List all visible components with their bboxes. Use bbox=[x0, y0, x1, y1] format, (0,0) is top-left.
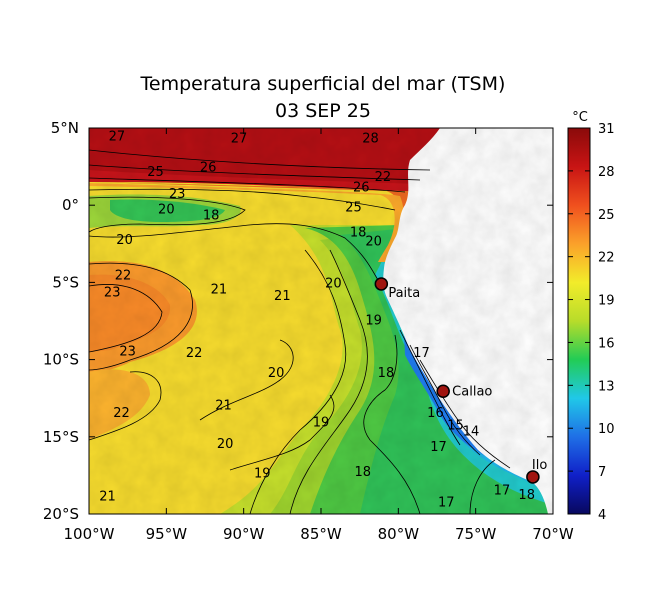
isotherm-label: 19 bbox=[313, 415, 330, 430]
isotherm-label: 22 bbox=[115, 269, 132, 284]
colorbar-tick-label: 10 bbox=[598, 422, 615, 437]
lon-tick-label: 75°W bbox=[455, 525, 497, 543]
isotherm-label: 21 bbox=[274, 289, 291, 304]
colorbar-tick-label: 22 bbox=[598, 251, 615, 266]
lat-tick-label: 10°S bbox=[43, 351, 79, 369]
map-date: 03 SEP 25 bbox=[275, 100, 371, 122]
isotherm-label: 22 bbox=[113, 406, 130, 421]
isotherm-label: 27 bbox=[231, 131, 248, 146]
colorbar-unit: °C bbox=[572, 110, 588, 125]
isotherm-label: 25 bbox=[147, 165, 164, 180]
lat-tick-label: 0° bbox=[62, 196, 79, 214]
lat-tick-label: 15°S bbox=[43, 428, 79, 446]
isotherm-label: 20 bbox=[325, 276, 342, 291]
isotherm-label: 23 bbox=[169, 187, 186, 202]
colorbar-tick-label: 31 bbox=[598, 122, 615, 137]
isotherm-label: 18 bbox=[518, 488, 535, 503]
city-marker bbox=[436, 384, 450, 399]
lat-tick-label: 20°S bbox=[43, 505, 79, 523]
isotherm-label: 18 bbox=[378, 366, 395, 381]
colorbar-tick-label: 28 bbox=[598, 165, 615, 180]
lat-tick-label: 5°N bbox=[51, 119, 79, 137]
colorbar bbox=[567, 127, 591, 515]
colorbar-tick-label: 13 bbox=[598, 379, 615, 394]
isotherm-label: 18 bbox=[354, 465, 371, 480]
isotherm-label: 20 bbox=[217, 437, 234, 452]
colorbar-tick-label: 7 bbox=[598, 465, 606, 480]
isotherm-label: 21 bbox=[99, 489, 116, 504]
city-label: Ilo bbox=[532, 458, 547, 473]
colorbar-tick-label: 16 bbox=[598, 336, 615, 351]
isotherm-label: 20 bbox=[116, 233, 133, 248]
isotherm-label: 23 bbox=[104, 286, 121, 301]
city-label: Paita bbox=[388, 286, 420, 301]
isotherm-label: 28 bbox=[362, 131, 379, 146]
isotherm-label: 20 bbox=[268, 366, 285, 381]
isotherm-label: 21 bbox=[211, 283, 228, 298]
isotherm-label: 22 bbox=[186, 346, 203, 361]
isotherm-label: 27 bbox=[109, 130, 126, 145]
colorbar-ticks: 31 28 25 22 19 16 13 10 7 4 bbox=[568, 122, 615, 523]
map-title: Temperatura superficial del mar (TSM) bbox=[140, 73, 506, 95]
isotherm-label: 14 bbox=[463, 425, 480, 440]
city-marker bbox=[374, 277, 389, 291]
isotherm-label: 26 bbox=[353, 181, 370, 196]
city-label: Callao bbox=[452, 384, 492, 399]
isotherm-label: 20 bbox=[158, 202, 175, 217]
city-marker bbox=[526, 470, 540, 484]
isotherm-label: 19 bbox=[254, 466, 271, 481]
latitude-axis: 5°N 0° 5°S 10°S 15°S 20°S bbox=[43, 119, 553, 523]
isotherm-label: 19 bbox=[365, 313, 382, 328]
isotherm-label: 17 bbox=[494, 483, 511, 498]
colorbar-tick-label: 4 bbox=[598, 508, 606, 523]
isotherm-contours bbox=[89, 149, 511, 514]
lat-tick-label: 5°S bbox=[52, 273, 79, 291]
isotherm-label: 20 bbox=[365, 235, 382, 250]
isotherm-label: 17 bbox=[430, 440, 447, 455]
lon-tick-label: 100°W bbox=[64, 525, 115, 543]
lon-tick-label: 80°W bbox=[378, 525, 420, 543]
isotherm-label: 15 bbox=[447, 418, 464, 433]
city-markers: Paita Callao Ilo bbox=[374, 277, 547, 484]
longitude-axis: 100°W 95°W 90°W 85°W 80°W 75°W 70°W bbox=[64, 128, 574, 543]
colorbar-tick-label: 25 bbox=[598, 208, 615, 223]
isotherm-label: 17 bbox=[413, 346, 430, 361]
lon-tick-label: 85°W bbox=[300, 525, 342, 543]
lon-tick-label: 70°W bbox=[532, 525, 574, 543]
isotherm-label: 18 bbox=[203, 208, 220, 223]
isotherm-label: 25 bbox=[345, 201, 362, 216]
isotherm-label: 22 bbox=[375, 170, 392, 185]
isotherm-label: 21 bbox=[215, 398, 232, 413]
lon-tick-label: 90°W bbox=[223, 525, 265, 543]
colorbar-tick-label: 19 bbox=[598, 294, 615, 309]
isotherm-label: 16 bbox=[427, 406, 444, 421]
isotherm-label: 26 bbox=[200, 161, 217, 176]
isotherm-label: 18 bbox=[350, 225, 367, 240]
isotherm-label: 23 bbox=[119, 344, 136, 359]
lon-tick-label: 95°W bbox=[146, 525, 188, 543]
isotherm-label: 17 bbox=[438, 496, 455, 511]
